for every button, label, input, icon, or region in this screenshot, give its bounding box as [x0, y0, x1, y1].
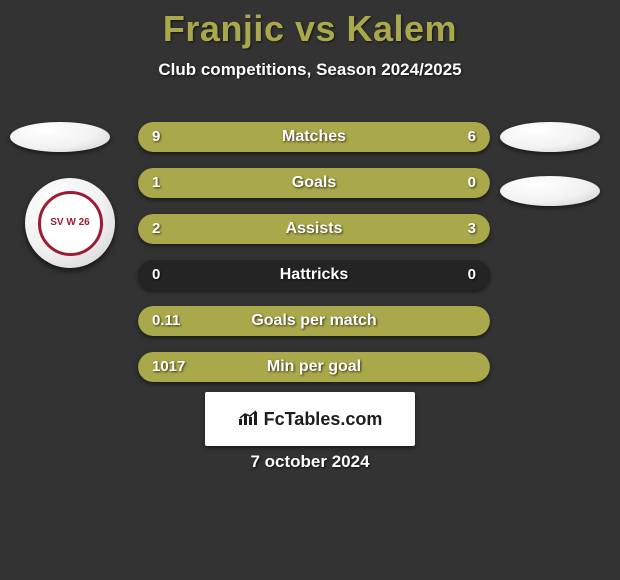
brand-footer-text: FcTables.com: [264, 409, 383, 430]
chart-icon: [238, 410, 258, 429]
generated-date: 7 october 2024: [0, 452, 620, 472]
stat-row: 00Hattricks: [138, 260, 490, 290]
page-title: Franjic vs Kalem: [0, 0, 620, 50]
stat-row: 1017Min per goal: [138, 352, 490, 382]
club-left-logo-icon: SV W 26: [38, 191, 103, 256]
stat-label: Goals: [138, 168, 490, 198]
player-left-placeholder: [10, 122, 110, 152]
stat-row: 96Matches: [138, 122, 490, 152]
player-right-placeholder: [500, 122, 600, 152]
club-right-placeholder: [500, 176, 600, 206]
stat-label: Assists: [138, 214, 490, 244]
stat-row: 0.11Goals per match: [138, 306, 490, 336]
page-subtitle: Club competitions, Season 2024/2025: [0, 60, 620, 80]
brand-footer: FcTables.com: [205, 392, 415, 446]
stat-row: 10Goals: [138, 168, 490, 198]
stat-label: Min per goal: [138, 352, 490, 382]
stat-label: Goals per match: [138, 306, 490, 336]
stats-panel: 96Matches 10Goals 23Assists 00Hattricks 0.11…: [138, 122, 490, 382]
stat-label: Matches: [138, 122, 490, 152]
stat-row: 23Assists: [138, 214, 490, 244]
club-left-badge: SV W 26: [25, 178, 115, 268]
stat-label: Hattricks: [138, 260, 490, 290]
